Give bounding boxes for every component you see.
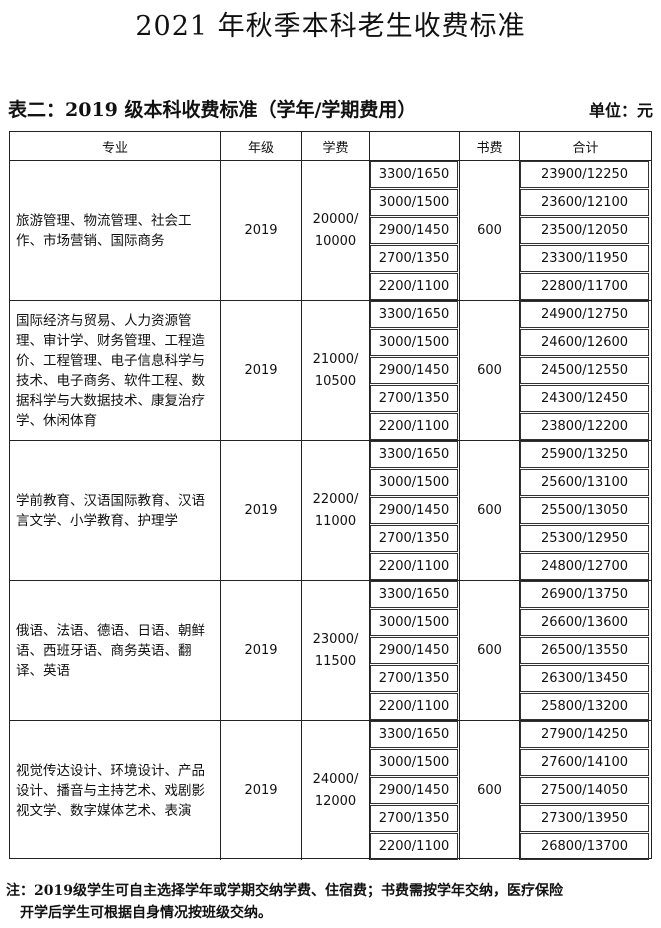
book-fee-cell: 600 — [459, 300, 519, 440]
footnote-line-1: 注：2019级学生可自主选择学年或学期交纳学费、住宿费；书费需按学年交纳，医疗保… — [6, 883, 563, 899]
lodging-fee-cell: 3000/1500 — [370, 189, 458, 216]
lodging-fee-cell: 2700/1350 — [370, 525, 458, 552]
major-list: 学前教育、汉语国际教育、汉语言文学、小学教育、护理学 — [10, 440, 220, 580]
grade-cell: 2019 — [220, 720, 301, 860]
book-fee-cell: 600 — [459, 720, 519, 860]
total-fee-cell: 25600/13100 — [520, 469, 649, 496]
header-grade: 年级 — [220, 132, 301, 160]
total-subcolumn — [519, 300, 651, 440]
fee-subcolumn — [369, 720, 459, 860]
total-fee-cell: 25800/13200 — [520, 693, 649, 720]
lodging-fee-cell: 3000/1500 — [370, 469, 458, 496]
total-fee-cell: 24500/12550 — [520, 357, 649, 384]
header-books: 书费 — [459, 132, 519, 160]
header-tuition: 学费 — [301, 132, 369, 160]
fee-subcolumn — [369, 300, 459, 440]
footnote: 注：2019级学生可自主选择学年或学期交纳学费、住宿费；书费需按学年交纳，医疗保… — [6, 880, 563, 924]
total-subcolumn — [519, 440, 651, 580]
lodging-fee-cell: 2200/1100 — [370, 553, 458, 580]
total-subcolumn — [519, 580, 651, 720]
grade-cell: 2019 — [220, 160, 301, 300]
lodging-fee-cell: 3300/1650 — [370, 581, 458, 608]
table-caption: 表二：2019 级本科收费标准（学年/学期费用） — [8, 99, 417, 121]
major-list: 视觉传达设计、环境设计、产品设计、播音与主持艺术、戏剧影视文学、数字媒体艺术、表… — [10, 720, 220, 860]
total-fee-cell: 23600/12100 — [520, 189, 649, 216]
lodging-fee-cell: 2900/1450 — [370, 217, 458, 244]
lodging-fee-cell: 3300/1650 — [370, 301, 458, 328]
fee-subcolumn — [369, 440, 459, 580]
lodging-fee-cell: 3000/1500 — [370, 329, 458, 356]
total-fee-cell: 23300/11950 — [520, 245, 649, 272]
tuition-cell: 23000/ 11500 — [301, 580, 369, 720]
lodging-fee-cell: 3300/1650 — [370, 721, 458, 748]
tuition-cell: 22000/ 11000 — [301, 440, 369, 580]
lodging-fee-cell: 2700/1350 — [370, 665, 458, 692]
lodging-fee-cell: 2200/1100 — [370, 693, 458, 720]
total-fee-cell: 27500/14050 — [520, 777, 649, 804]
footnote-line-2: 开学后学生可根据自身情况按班级交纳。 — [20, 905, 272, 921]
total-fee-cell: 25300/12950 — [520, 525, 649, 552]
lodging-fee-cell: 3300/1650 — [370, 441, 458, 468]
total-fee-cell: 26500/13550 — [520, 637, 649, 664]
lodging-fee-cell: 2900/1450 — [370, 357, 458, 384]
total-fee-cell: 26300/13450 — [520, 665, 649, 692]
lodging-fee-cell: 2200/1100 — [370, 273, 458, 300]
total-fee-cell: 23800/12200 — [520, 413, 649, 440]
grade-cell: 2019 — [220, 300, 301, 440]
fee-subcolumn — [369, 580, 459, 720]
total-fee-cell: 24800/12700 — [520, 553, 649, 580]
book-fee-cell: 600 — [459, 440, 519, 580]
lodging-fee-cell: 2900/1450 — [370, 777, 458, 804]
lodging-fee-cell: 2900/1450 — [370, 637, 458, 664]
major-list: 旅游管理、物流管理、社会工作、市场营销、国际商务 — [10, 160, 220, 300]
lodging-fee-cell: 3000/1500 — [370, 609, 458, 636]
total-fee-cell: 25500/13050 — [520, 497, 649, 524]
total-fee-cell: 24600/12600 — [520, 329, 649, 356]
header-major: 专业 — [101, 140, 128, 156]
book-fee-cell: 600 — [459, 580, 519, 720]
total-fee-cell: 23900/12250 — [520, 161, 649, 188]
total-fee-cell: 24900/12750 — [520, 301, 649, 328]
lodging-fee-cell: 2700/1350 — [370, 245, 458, 272]
total-fee-cell: 26900/13750 — [520, 581, 649, 608]
total-subcolumn — [519, 720, 651, 860]
header-lodging — [369, 132, 459, 160]
tuition-cell: 21000/ 10500 — [301, 300, 369, 440]
total-fee-cell: 25900/13250 — [520, 441, 649, 468]
total-fee-cell: 26600/13600 — [520, 609, 649, 636]
grade-cell: 2019 — [220, 440, 301, 580]
tuition-cell: 20000/ 10000 — [301, 160, 369, 300]
lodging-fee-cell: 2700/1350 — [370, 805, 458, 832]
lodging-fee-cell: 2200/1100 — [370, 413, 458, 440]
total-fee-cell: 26800/13700 — [520, 833, 649, 860]
fee-subcolumn — [369, 160, 459, 300]
lodging-fee-cell: 2900/1450 — [370, 497, 458, 524]
lodging-fee-cell: 2700/1350 — [370, 385, 458, 412]
book-fee-cell: 600 — [459, 160, 519, 300]
unit-label: 单位：元 — [588, 101, 653, 120]
major-list: 俄语、法语、德语、日语、朝鲜语、西班牙语、商务英语、翻译、英语 — [10, 580, 220, 720]
total-fee-cell: 22800/11700 — [520, 273, 649, 300]
total-fee-cell: 23500/12050 — [520, 217, 649, 244]
fee-table: 专业 年级 学费 书费 合计 旅游管理、物流管理、社会工作、市场营销、国际商务 2019 20… — [9, 131, 652, 860]
lodging-fee-cell: 2200/1100 — [370, 833, 458, 860]
header-total: 合计 — [519, 132, 651, 160]
total-fee-cell: 24300/12450 — [520, 385, 649, 412]
total-fee-cell: 27900/14250 — [520, 721, 649, 748]
lodging-fee-cell: 3300/1650 — [370, 161, 458, 188]
page-title: 2021 年秋季本科老生收费标准 — [135, 11, 526, 42]
lodging-fee-cell: 3000/1500 — [370, 749, 458, 776]
total-fee-cell: 27600/14100 — [520, 749, 649, 776]
tuition-cell: 24000/ 12000 — [301, 720, 369, 860]
total-subcolumn — [519, 160, 651, 300]
major-list: 国际经济与贸易、人力资源管理、审计学、财务管理、工程造价、工程管理、电子信息科学… — [10, 300, 220, 440]
grade-cell: 2019 — [220, 580, 301, 720]
total-fee-cell: 27300/13950 — [520, 805, 649, 832]
